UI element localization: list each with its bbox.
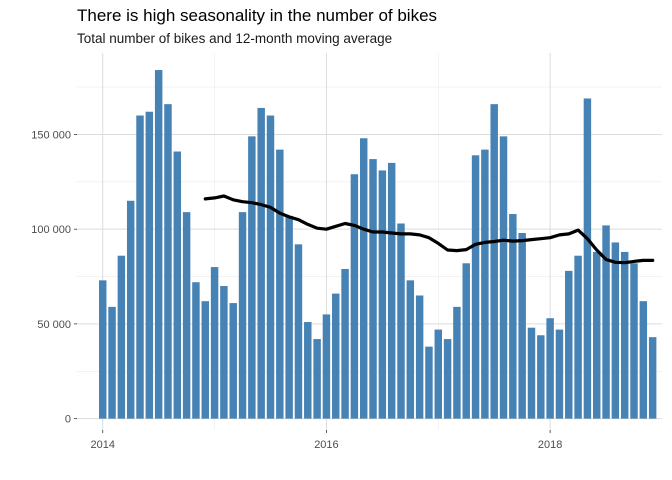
y-tick-label: 100 000 (31, 224, 71, 236)
x-tick-label: 2018 (538, 439, 562, 451)
bar (108, 306, 116, 419)
bar (313, 339, 321, 419)
bar (378, 170, 387, 419)
bar (406, 280, 415, 419)
bar (341, 268, 349, 419)
bar (565, 270, 573, 419)
bar (425, 346, 433, 419)
bar (173, 151, 182, 419)
bar (210, 267, 219, 419)
bar (499, 136, 508, 419)
bar (574, 255, 582, 419)
bar (462, 263, 470, 419)
bar (276, 149, 284, 419)
bar (220, 286, 228, 419)
bar (471, 155, 480, 419)
chart-title: There is high seasonality in the number … (77, 6, 438, 25)
bar (369, 159, 377, 419)
moving-average-series (203, 194, 655, 265)
x-tick-label: 2016 (314, 439, 338, 451)
bar (509, 214, 517, 419)
bar (611, 242, 620, 419)
bar (248, 136, 256, 419)
bar (126, 200, 135, 419)
bar (238, 212, 247, 419)
bar (98, 280, 107, 419)
y-tick-label: 50 000 (37, 319, 71, 331)
bar-series (98, 70, 657, 419)
bar (434, 329, 443, 419)
bar (154, 70, 163, 419)
bar (322, 314, 331, 419)
bar (387, 162, 396, 419)
bar (182, 212, 191, 419)
bar (443, 339, 452, 419)
bar (620, 251, 629, 419)
bar (136, 115, 144, 419)
bar (201, 301, 209, 419)
chart-subtitle: Total number of bikes and 12-month movin… (77, 31, 393, 46)
bar (518, 232, 526, 419)
y-tick-label: 0 (65, 414, 71, 426)
bar (359, 138, 368, 419)
bar (266, 115, 275, 419)
bar (192, 282, 200, 419)
bar (583, 98, 592, 419)
bar (285, 215, 293, 419)
bar (639, 301, 648, 419)
bar (415, 295, 424, 419)
moving-average-line (203, 194, 655, 265)
bar (117, 255, 126, 419)
y-axis: 0 50 000 100 000 150 000 (31, 129, 77, 426)
x-tick-label: 2014 (90, 439, 114, 451)
bar (332, 293, 340, 419)
bar (555, 329, 564, 419)
bar (630, 263, 638, 419)
bar (229, 303, 237, 419)
bar (648, 337, 657, 419)
bar (602, 225, 610, 419)
bar (397, 223, 405, 419)
bar (527, 327, 536, 419)
bar (490, 104, 498, 419)
y-tick-label: 150 000 (31, 129, 71, 141)
bar (481, 149, 489, 419)
bar (304, 322, 312, 419)
bar (164, 104, 172, 419)
bar (350, 174, 359, 419)
bar (145, 111, 154, 419)
bar (453, 306, 461, 419)
bar (294, 244, 303, 419)
bar (593, 251, 601, 419)
bar (537, 335, 545, 419)
x-axis: 2014 2016 2018 (90, 430, 562, 451)
bar (546, 318, 554, 419)
bar (257, 107, 265, 419)
